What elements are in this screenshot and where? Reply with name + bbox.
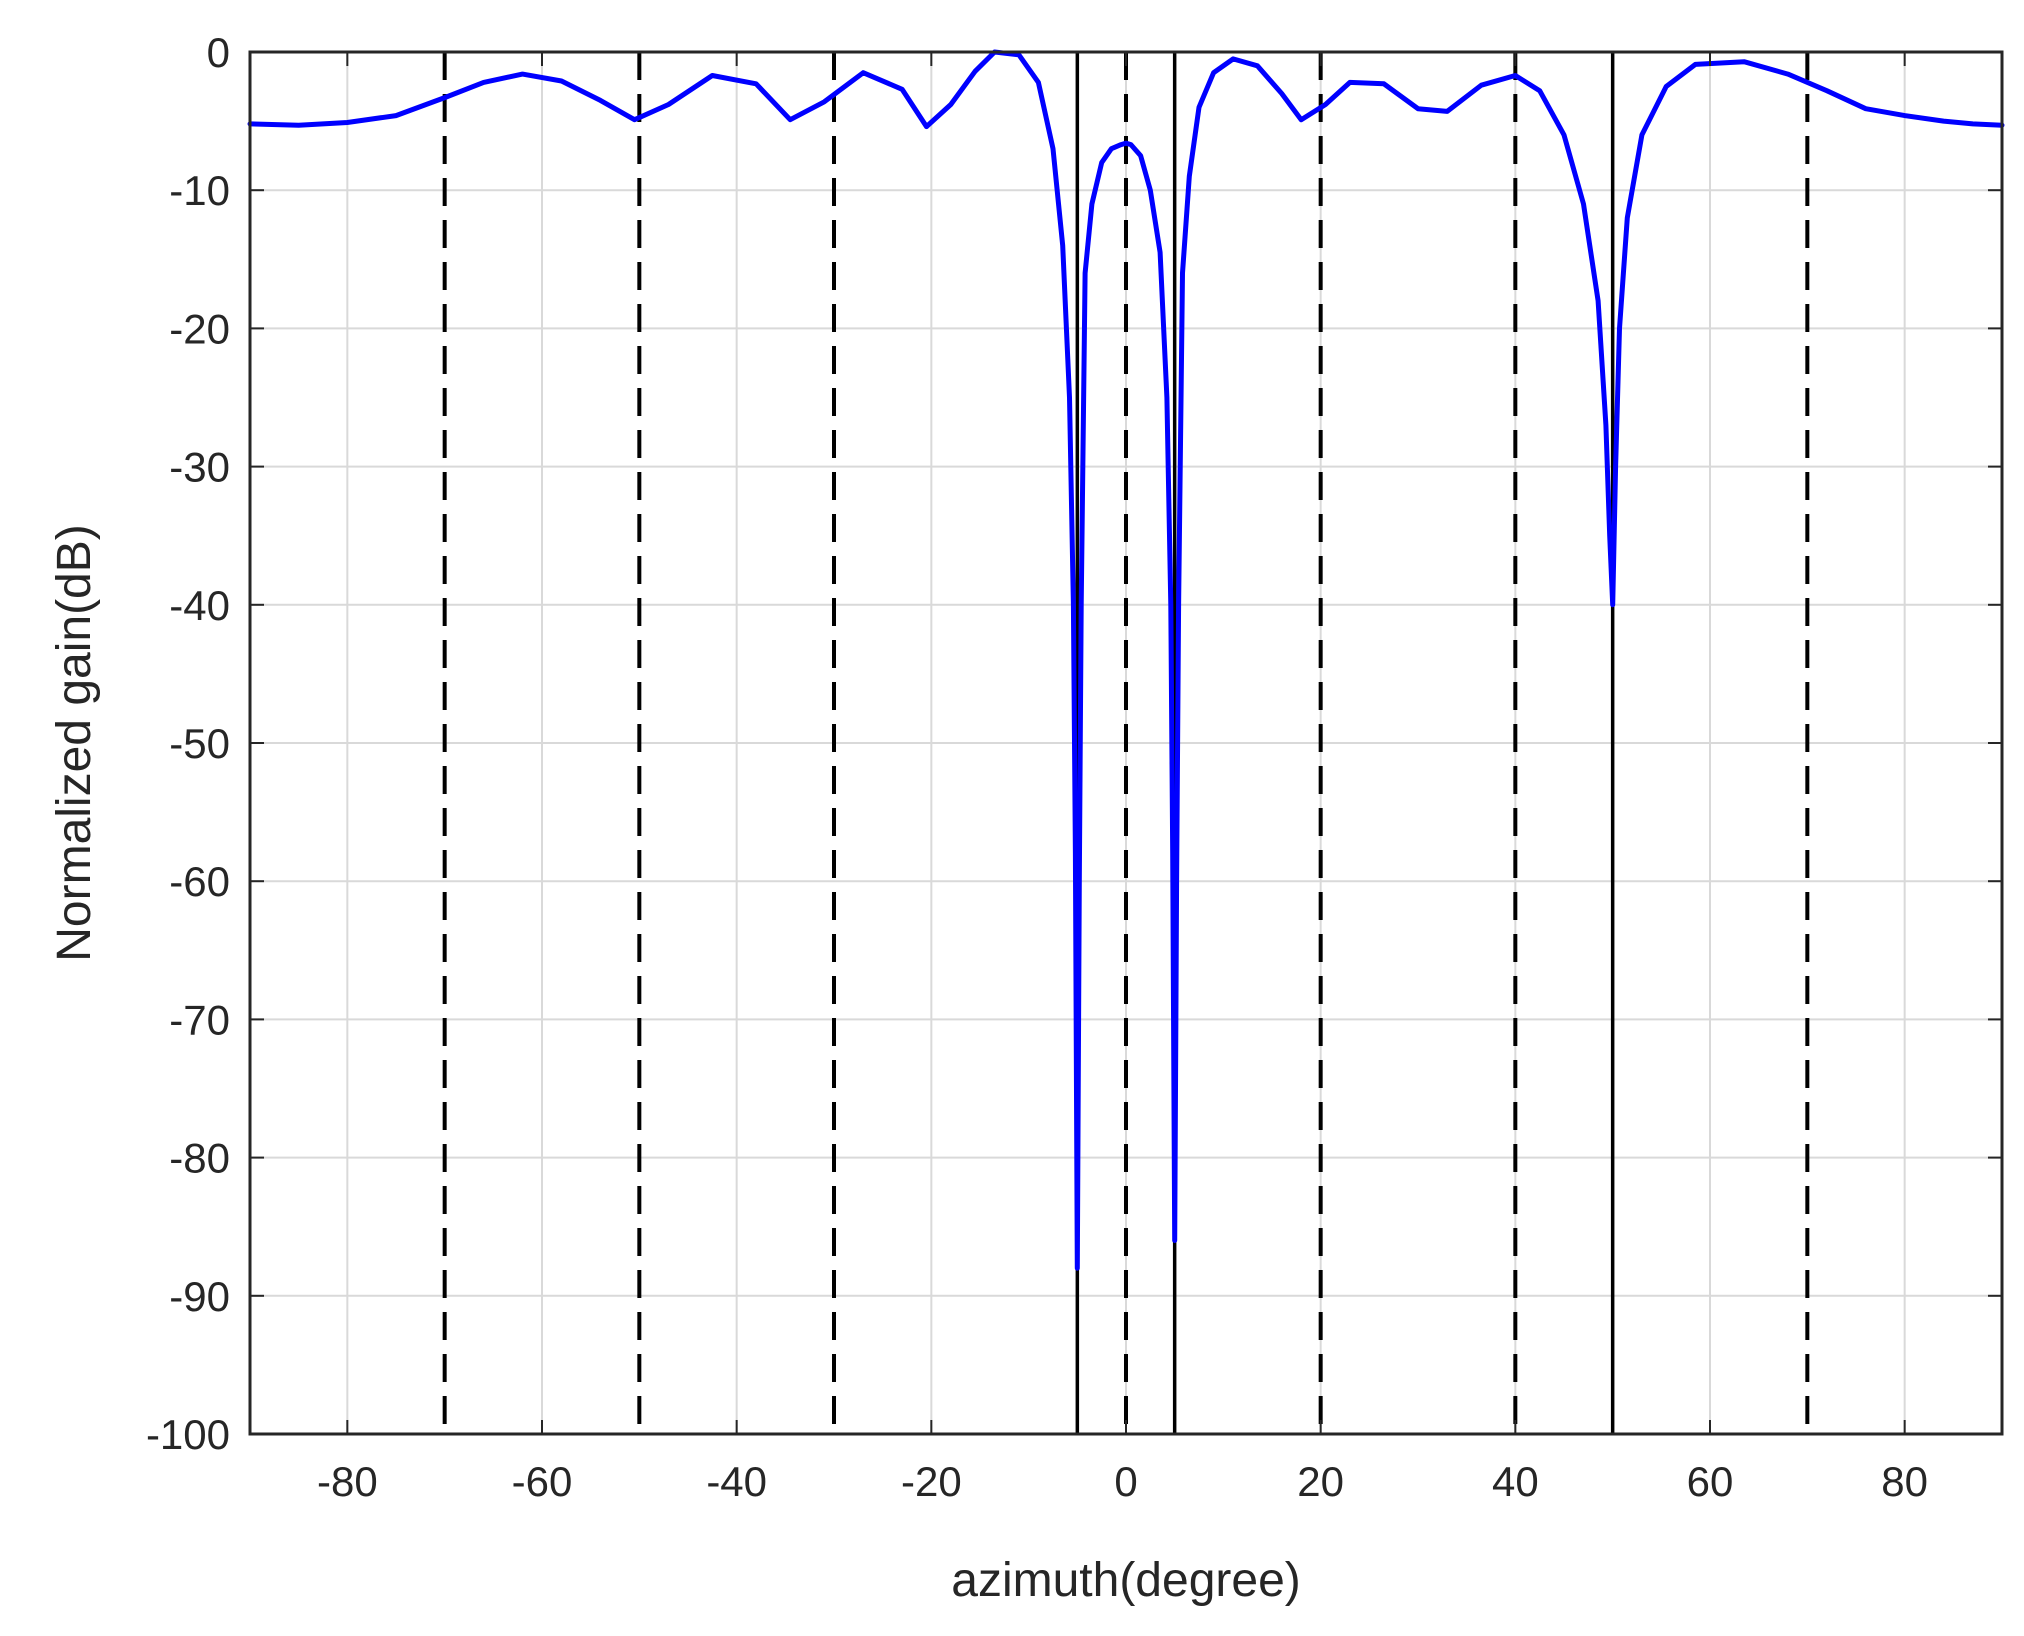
series [247,49,2005,1271]
x-axis-ticks: -80 -60 -40 -20 0 20 40 60 80 [317,52,1928,1505]
y-tick-label: -50 [169,720,230,767]
y-tick-label: -30 [169,444,230,491]
x-tick-label: -20 [901,1458,962,1505]
x-tick-label: -40 [706,1458,767,1505]
y-tick-label: -80 [169,1135,230,1182]
y-tick-label: -60 [169,858,230,905]
y-axis-ticks: 0 -10 -20 -30 -40 -50 -60 -70 -80 -90 -100 [146,29,2002,1458]
x-axis-label: azimuth(degree) [951,1554,1301,1607]
y-tick-label: -20 [169,305,230,352]
y-tick-label: -10 [169,167,230,214]
x-tick-label: 20 [1297,1458,1344,1505]
x-tick-label: 40 [1492,1458,1539,1505]
x-tick-label: -80 [317,1458,378,1505]
y-tick-label: -90 [169,1273,230,1320]
x-tick-label: 60 [1687,1458,1734,1505]
y-tick-label: -70 [169,996,230,1043]
gain-series-line [247,49,2005,1271]
x-tick-label: 0 [1114,1458,1137,1505]
x-tick-label: -60 [512,1458,573,1505]
y-axis-label: Normalized gain(dB) [48,524,101,962]
y-tick-label: -100 [146,1411,230,1458]
y-tick-label: -40 [169,582,230,629]
y-tick-label: 0 [207,29,230,76]
x-tick-label: 80 [1881,1458,1928,1505]
